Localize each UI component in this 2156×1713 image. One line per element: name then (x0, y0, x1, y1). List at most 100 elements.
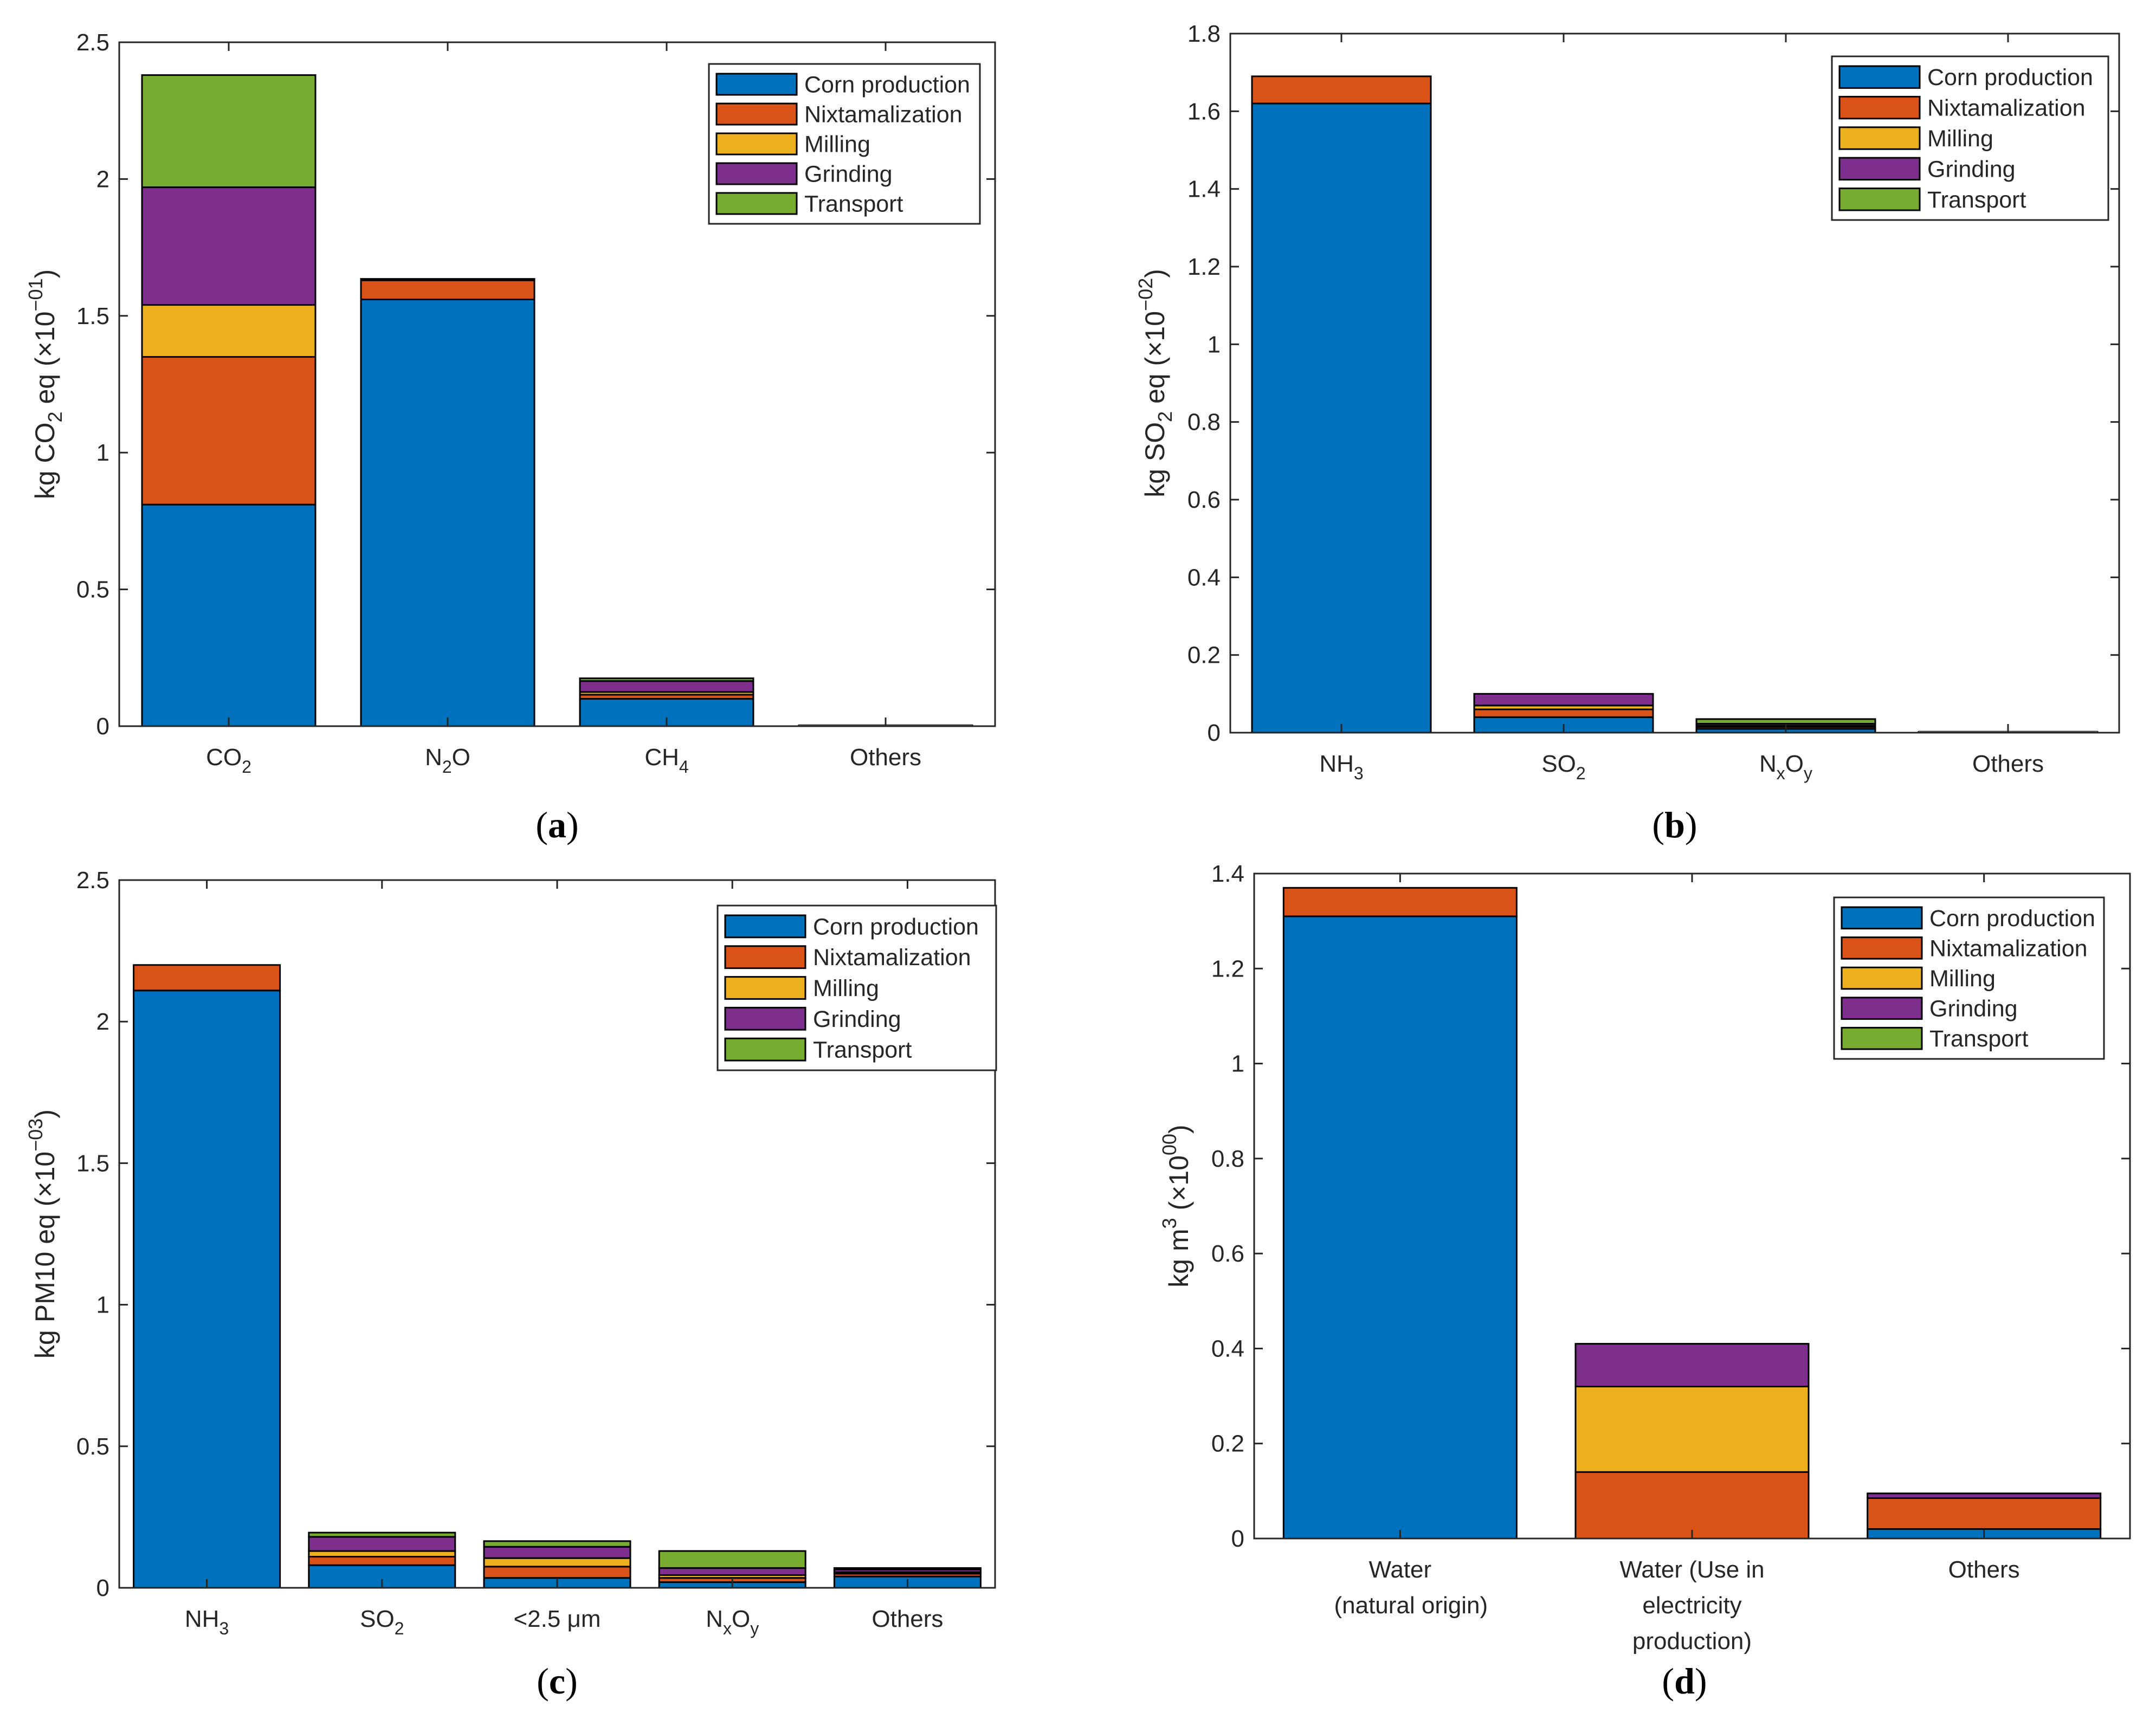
chart-panel-d: Water (natural origin) Water (Use in electr… (1158, 861, 2131, 1702)
y-tick-label: 0.4 (1211, 1335, 1244, 1362)
y-tick-label: 0.8 (1187, 409, 1221, 436)
legend-label: Milling (804, 132, 870, 158)
axes-box (118, 879, 996, 1589)
x-tick-label: Water (Use in electricity production) (1619, 1556, 1764, 1654)
bar-segment-nixtamalization (133, 964, 281, 992)
legend-label: Nixtamalization (804, 102, 963, 128)
x-tick-label: SO2 (1541, 751, 1585, 783)
bar-segment-transport (833, 1567, 982, 1570)
legend-label: Corn production (804, 72, 970, 98)
bar-segment-nixtamalization (360, 279, 535, 301)
x-tick-label: Water (natural origin) (1334, 1556, 1488, 1619)
bar-segment-grinding (141, 186, 317, 306)
bar-segment-nixtamalization (483, 1566, 631, 1579)
legend-label: Nixtamalization (1927, 95, 2086, 121)
y-tick-label: 0 (1231, 1525, 1244, 1552)
panel-caption: (a) (535, 804, 578, 845)
y-tick-label: 1.2 (1211, 955, 1244, 982)
bar-segment-grinding (1574, 1343, 1810, 1388)
bar-segment-nixtamalization (1867, 1497, 2102, 1530)
bar-segment-grinding (658, 1567, 806, 1576)
bar-segment-nixtamalization (1251, 75, 1432, 105)
legend: Corn production Nixtamalization Milling Gri… (708, 63, 981, 225)
legend-swatch (715, 102, 798, 126)
bar-segment-transport (308, 1531, 456, 1538)
y-tick-label: 0.2 (1211, 1431, 1244, 1457)
bar-segment-milling (141, 304, 317, 358)
y-tick-label: 0.5 (76, 577, 109, 603)
bar-segment-corn-production (1282, 915, 1518, 1540)
legend-label: Corn production (813, 914, 979, 940)
legend-label: Transport (1929, 1026, 2028, 1052)
legend-swatch (1838, 95, 1921, 120)
x-tick-label: NH3 (1319, 751, 1363, 783)
legend-label: Grinding (804, 161, 893, 188)
y-tick-label: 1.5 (76, 303, 109, 329)
chart-panel-a: CO2 N2O CH4 Others 0 0.5 1 1.5 2 2.5 kg CO2 eq (×1… (24, 29, 996, 845)
x-tick-label: Others (850, 744, 921, 771)
legend-label: Grinding (1927, 156, 2016, 182)
legend-swatch (1841, 966, 1923, 990)
y-tick-label: 1.2 (1187, 254, 1221, 280)
axes-box (118, 41, 996, 727)
legend-swatch (724, 1037, 806, 1062)
legend-label: Transport (1927, 187, 2026, 213)
bar-segment-nixtamalization (141, 356, 317, 506)
y-axis-label: kg PM10 eq (×10−03) (24, 1109, 60, 1359)
y-tick-label: 1 (96, 439, 109, 466)
bar-segment-grinding (483, 1546, 631, 1559)
legend-swatch (724, 976, 806, 1000)
x-tick-label: CO2 (206, 744, 251, 777)
bar-segment-nixtamalization (1282, 887, 1518, 917)
y-tick-label: 1 (1231, 1051, 1244, 1077)
legend: Corn production Nixtamalization Milling Gri… (716, 904, 997, 1071)
bar-segment-corn-production (1251, 102, 1432, 734)
bar-segment-corn-production (133, 990, 281, 1589)
bar-segment-corn-production (360, 299, 535, 727)
legend-swatch (715, 73, 798, 96)
legend-label: Milling (813, 975, 879, 1001)
y-tick-label: 1 (1208, 331, 1221, 358)
x-tick-label: N2O (425, 744, 470, 777)
bar-segment-grinding (360, 278, 535, 281)
legend-swatch (724, 914, 806, 939)
legend-swatch (1841, 1026, 1923, 1050)
bar-segment-nixtamalization (1574, 1471, 1810, 1540)
y-tick-label: 0.8 (1211, 1146, 1244, 1172)
y-tick-label: 0.4 (1187, 564, 1221, 591)
y-tick-label: 1.6 (1187, 98, 1221, 125)
y-tick-label: 0.5 (76, 1433, 109, 1460)
bar-segment-grinding (1473, 693, 1654, 707)
bar-segment-milling (1574, 1386, 1810, 1473)
bar-segment-grinding (579, 680, 754, 693)
bar-segment-milling (308, 1550, 456, 1558)
bar-segment-corn-production (141, 503, 317, 727)
legend: Corn production Nixtamalization Milling Gri… (1833, 896, 2105, 1060)
y-tick-label: 0.6 (1211, 1240, 1244, 1267)
y-tick-label: 0.2 (1187, 642, 1221, 669)
bar-segment-grinding (308, 1536, 456, 1552)
legend-label: Nixtamalization (1929, 935, 2088, 961)
y-tick-label: 0.6 (1187, 487, 1221, 513)
axes-box (1229, 33, 2120, 734)
y-tick-label: 1 (96, 1292, 109, 1318)
legend-label: Corn production (1927, 64, 2093, 91)
y-axis-label: kg CO2 eq (×10−01) (24, 269, 66, 499)
legend-swatch (724, 945, 806, 969)
panel-caption: (b) (1652, 804, 1697, 845)
x-tick-label: NxOy (706, 1606, 759, 1638)
legend-label: Milling (1929, 966, 1996, 992)
legend-swatch (1838, 188, 1921, 211)
legend-label: Grinding (1929, 996, 2018, 1022)
bar-segment-transport (483, 1540, 631, 1548)
x-tick-label: Others (872, 1606, 943, 1632)
y-axis-label: kg m3 (×1000) (1158, 1124, 1194, 1287)
legend-label: Milling (1927, 126, 1993, 152)
legend-swatch (1838, 157, 1921, 181)
x-tick-label: Others (1948, 1556, 2020, 1583)
y-axis-label: kg SO2 eq (×10−02) (1134, 269, 1176, 497)
bar-segment-nixtamalization (1473, 708, 1654, 718)
legend-swatch (1841, 906, 1923, 930)
legend-label: Grinding (813, 1006, 901, 1032)
